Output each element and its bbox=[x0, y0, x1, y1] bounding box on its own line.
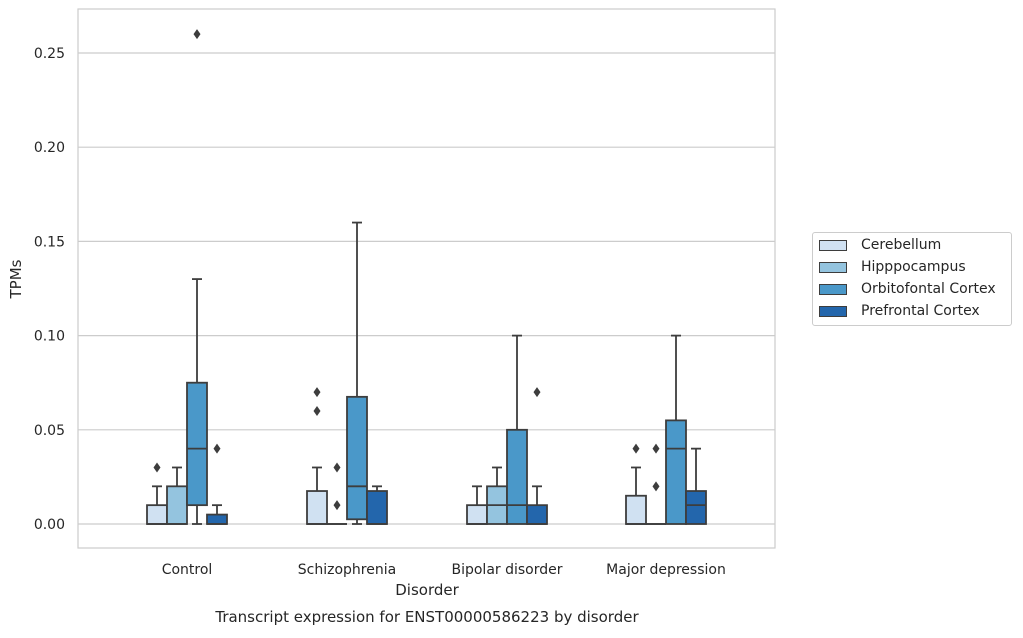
legend-swatch bbox=[819, 239, 847, 251]
box-cerebellum bbox=[466, 485, 488, 525]
box-prefrontal-cortex bbox=[685, 447, 707, 525]
outlier-point bbox=[213, 443, 221, 454]
outlier-point bbox=[313, 405, 321, 416]
x-axis-label: Disorder bbox=[395, 581, 459, 599]
x-tick-label: Schizophrenia bbox=[298, 562, 396, 578]
outlier-point bbox=[333, 500, 341, 511]
legend-swatch bbox=[819, 261, 847, 273]
outlier-point bbox=[652, 443, 660, 454]
box-hipppocampus bbox=[486, 466, 508, 525]
outlier-point bbox=[652, 481, 660, 492]
box-hipppocampus bbox=[327, 462, 347, 525]
outlier-point bbox=[533, 387, 541, 398]
box-orbitofontal-cortex bbox=[186, 29, 208, 525]
box-body bbox=[186, 381, 208, 507]
legend-label: Hipppocampus bbox=[861, 259, 966, 275]
box-orbitofontal-cortex bbox=[506, 334, 528, 525]
box-cerebellum bbox=[146, 462, 168, 525]
box-body bbox=[625, 494, 647, 525]
legend-item: Orbitofontal Cortex bbox=[819, 279, 996, 299]
box-prefrontal-cortex bbox=[206, 443, 228, 525]
box-series bbox=[146, 29, 707, 525]
box-cerebellum bbox=[306, 387, 328, 525]
box-prefrontal-cortex bbox=[526, 387, 548, 525]
box-body bbox=[526, 504, 548, 525]
y-tick-label: 0.10 bbox=[34, 329, 65, 345]
box-body bbox=[146, 504, 168, 525]
legend-swatch bbox=[819, 305, 847, 317]
outlier-point bbox=[333, 462, 341, 473]
box-body bbox=[346, 395, 368, 521]
y-tick-label: 0.15 bbox=[34, 234, 65, 250]
box-hipppocampus bbox=[166, 466, 188, 525]
outlier-point bbox=[193, 29, 201, 40]
legend-swatch bbox=[819, 283, 847, 295]
y-tick-label: 0.00 bbox=[34, 517, 65, 533]
outlier-point bbox=[313, 387, 321, 398]
x-tick-label: Bipolar disorder bbox=[451, 562, 562, 578]
legend-label: Cerebellum bbox=[861, 237, 942, 253]
box-body bbox=[366, 490, 388, 525]
y-tick-labels: 0.00 0.05 0.10 0.15 0.20 0.25 bbox=[34, 46, 65, 533]
box-hipppocampus bbox=[646, 443, 666, 525]
legend: Cerebellum Hipppocampus Orbitofontal Cor… bbox=[812, 232, 1012, 326]
box-body bbox=[166, 485, 188, 525]
chart-caption: Transcript expression for ENST0000058622… bbox=[214, 608, 639, 626]
box-body bbox=[665, 419, 687, 525]
box-body bbox=[206, 513, 228, 525]
legend-item: Prefrontal Cortex bbox=[819, 301, 980, 321]
box-orbitofontal-cortex bbox=[665, 334, 687, 525]
legend-item: Hipppocampus bbox=[819, 257, 966, 277]
box-body bbox=[506, 428, 528, 525]
y-tick-label: 0.20 bbox=[34, 140, 65, 156]
box-cerebellum bbox=[625, 443, 647, 525]
box-body bbox=[685, 490, 707, 525]
y-tick-label: 0.05 bbox=[34, 423, 65, 439]
x-tick-label: Control bbox=[162, 562, 213, 578]
x-tick-labels: Control Schizophrenia Bipolar disorder Majo… bbox=[162, 562, 726, 578]
box-body bbox=[306, 490, 328, 525]
box-prefrontal-cortex bbox=[366, 485, 388, 525]
box-body bbox=[466, 504, 488, 525]
outlier-point bbox=[632, 443, 640, 454]
outlier-point bbox=[153, 462, 161, 473]
x-tick-label: Major depression bbox=[606, 562, 726, 578]
plot-area-frame bbox=[77, 8, 776, 549]
legend-label: Orbitofontal Cortex bbox=[861, 281, 996, 297]
y-axis-label: TPMs bbox=[7, 259, 25, 299]
y-tick-label: 0.25 bbox=[34, 46, 65, 62]
legend-label: Prefrontal Cortex bbox=[861, 303, 980, 319]
legend-item: Cerebellum bbox=[819, 235, 941, 255]
box-orbitofontal-cortex bbox=[346, 221, 368, 525]
